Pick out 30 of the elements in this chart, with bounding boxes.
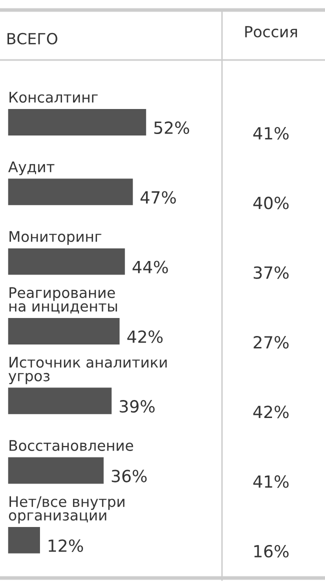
data-label: 12% xyxy=(48,539,84,552)
y-tick-label: Мониторинг xyxy=(10,231,102,245)
data-label: 37% xyxy=(254,266,289,279)
bar xyxy=(8,318,120,344)
y-tick-label: Восстановление xyxy=(10,440,134,451)
bar xyxy=(8,388,112,414)
y-tick-label: Консалтинг xyxy=(10,92,98,103)
data-label: 44% xyxy=(132,260,168,274)
data-label: 36% xyxy=(112,470,147,482)
y-tick-label: Реагирование на инциденты xyxy=(9,287,117,314)
data-label: 39% xyxy=(120,400,155,413)
data-label: 42% xyxy=(253,406,289,418)
bar xyxy=(8,526,40,554)
data-label: 16% xyxy=(254,544,289,558)
data-label: 42% xyxy=(127,330,163,344)
data-label: 27% xyxy=(254,336,289,349)
bar xyxy=(8,178,133,206)
chart-title: ВСЕГО xyxy=(8,32,58,44)
y-tick-label: Аудит xyxy=(8,162,54,176)
bar xyxy=(8,109,146,136)
data-label: 40% xyxy=(253,196,289,210)
data-label: 52% xyxy=(154,121,190,134)
text: Россия xyxy=(245,26,297,38)
bar xyxy=(8,248,125,275)
data-label: 41% xyxy=(253,475,289,488)
y-tick-label: Источник аналитики угроз xyxy=(8,356,167,384)
bar xyxy=(8,457,104,484)
data-label: 41% xyxy=(253,127,289,140)
data-label: 47% xyxy=(140,191,176,204)
y-tick-label: Нет/все внутри организации xyxy=(8,496,124,524)
